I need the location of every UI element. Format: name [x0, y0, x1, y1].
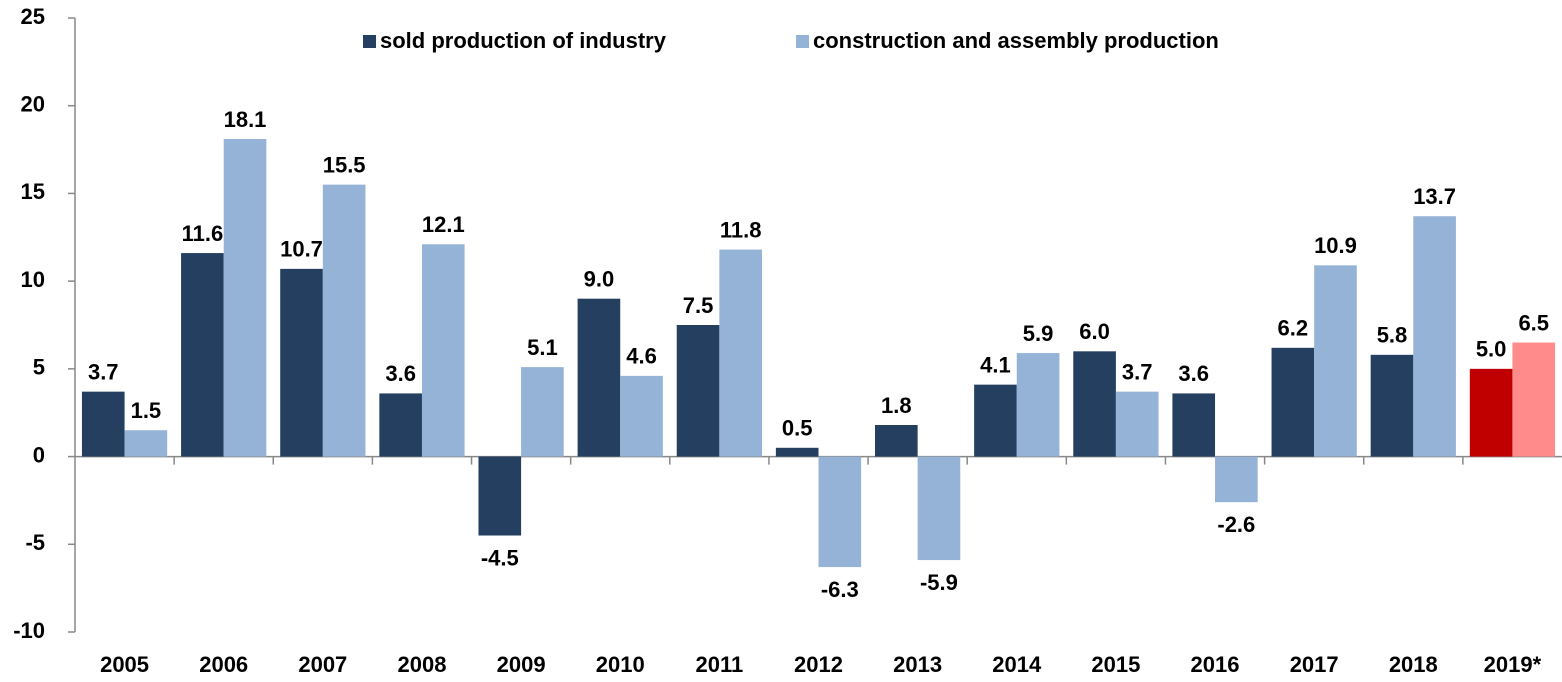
bar — [1073, 351, 1116, 457]
value-label: -2.6 — [1217, 512, 1255, 537]
value-label: 3.7 — [88, 359, 119, 384]
bar — [280, 268, 323, 457]
value-label: 3.6 — [1178, 361, 1209, 386]
value-label: -6.3 — [821, 577, 859, 602]
value-label: -5.9 — [920, 570, 958, 595]
bar — [1512, 342, 1556, 457]
y-tick-label: -10 — [13, 618, 45, 643]
value-label: 11.8 — [720, 217, 762, 242]
bar — [322, 184, 366, 457]
value-label: 5.8 — [1377, 323, 1408, 348]
x-tick-label: 2011 — [695, 652, 743, 677]
x-tick-label: 2017 — [1290, 652, 1339, 677]
x-tick-label: 2006 — [199, 652, 248, 677]
value-label: 7.5 — [683, 293, 714, 318]
x-tick-label: 2016 — [1191, 652, 1240, 677]
x-tick-label: 2008 — [397, 652, 446, 677]
bar — [875, 424, 918, 457]
bar — [818, 456, 862, 568]
value-label: 15.5 — [323, 152, 366, 177]
bar — [1370, 354, 1414, 457]
value-label: 5.0 — [1476, 337, 1507, 362]
bar — [719, 249, 762, 457]
value-label: 9.0 — [584, 266, 615, 291]
bar — [1413, 216, 1456, 457]
legend-label: sold production of industry — [380, 28, 667, 53]
bar — [478, 456, 522, 536]
bar — [676, 325, 720, 457]
x-tick-label: 2014 — [992, 652, 1042, 677]
value-label: 3.7 — [1122, 359, 1153, 384]
legend-swatch — [796, 35, 809, 48]
value-label: 4.1 — [980, 352, 1011, 377]
value-label: 3.6 — [385, 361, 416, 386]
value-label: 12.1 — [422, 212, 465, 237]
bar — [1172, 393, 1216, 457]
bar — [1314, 265, 1357, 457]
y-tick-label: 20 — [21, 92, 45, 117]
value-label: 1.5 — [131, 398, 162, 423]
value-label: 13.7 — [1413, 184, 1456, 209]
bar — [1469, 368, 1513, 457]
value-label: -4.5 — [481, 545, 519, 570]
bar — [379, 393, 422, 457]
value-label: 10.9 — [1314, 233, 1357, 258]
bar — [974, 384, 1017, 457]
bar — [775, 447, 819, 457]
y-tick-label: -5 — [25, 530, 45, 555]
y-tick-label: 25 — [21, 4, 45, 29]
x-tick-label: 2007 — [298, 652, 347, 677]
legend-swatch — [363, 35, 376, 48]
value-label: 6.5 — [1518, 310, 1549, 335]
bar — [620, 375, 663, 457]
x-tick-label: 2013 — [893, 652, 942, 677]
bar — [577, 298, 621, 457]
value-label: 5.9 — [1023, 321, 1054, 346]
value-label: 4.6 — [626, 344, 657, 369]
value-label: 11.6 — [182, 221, 224, 246]
y-tick-label: 0 — [33, 442, 45, 467]
bar — [181, 253, 224, 457]
bar — [81, 391, 125, 457]
legend-label: construction and assembly production — [813, 28, 1219, 53]
value-label: 6.0 — [1079, 319, 1110, 344]
bar — [223, 139, 267, 457]
bar — [1115, 391, 1159, 457]
x-tick-label: 2009 — [497, 652, 546, 677]
bar — [1016, 353, 1060, 457]
bar — [917, 456, 961, 561]
x-tick-label: 2010 — [596, 652, 645, 677]
value-label: 5.1 — [527, 335, 558, 360]
y-tick-label: 5 — [33, 355, 45, 380]
value-label: 0.5 — [782, 416, 813, 441]
bar — [521, 367, 564, 457]
value-label: 10.7 — [280, 237, 323, 262]
bar — [1215, 456, 1258, 503]
x-tick-label: 2015 — [1091, 652, 1140, 677]
value-label: 1.8 — [881, 393, 912, 418]
x-tick-label: 2019* — [1484, 652, 1542, 677]
x-tick-label: 2018 — [1389, 652, 1438, 677]
y-tick-label: 15 — [21, 179, 45, 204]
x-tick-label: 2012 — [794, 652, 843, 677]
y-tick-label: 10 — [21, 267, 45, 292]
x-tick-label: 2005 — [100, 652, 149, 677]
bar — [421, 244, 465, 457]
bar — [1271, 347, 1315, 457]
value-label: 6.2 — [1278, 316, 1309, 341]
value-label: 18.1 — [224, 107, 267, 132]
bar — [124, 430, 168, 457]
